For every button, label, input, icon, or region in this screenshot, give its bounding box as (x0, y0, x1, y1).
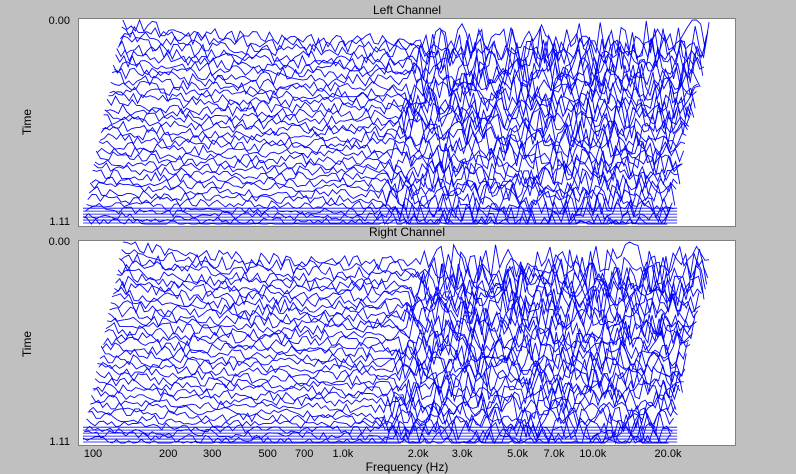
spectrum-slice-line (94, 157, 681, 186)
spectrum-slice-line (120, 252, 708, 293)
spectrum-slice-line (115, 54, 702, 93)
x-tick-label: 7.0k (543, 448, 565, 460)
x-tick-label: 10.0k (579, 448, 607, 460)
spectrum-slice-line (114, 61, 701, 98)
left-y-tick-bottom: 1.11 (49, 216, 70, 228)
right-channel-title: Right Channel (368, 225, 446, 239)
spectrum-slice-line (88, 406, 674, 433)
spectrum-slice-line (100, 345, 687, 379)
spectrum-slice-line (107, 317, 693, 352)
spectrum-slice-line (90, 399, 676, 429)
left-y-tick-top: 0.00 (48, 15, 70, 27)
x-axis-label: Frequency (Hz) (365, 460, 449, 474)
spectrum-slice-line (104, 329, 691, 363)
spectrum-slice-line (100, 126, 687, 158)
spectrum-slice-line (88, 186, 674, 214)
spectrum-slice-line (92, 388, 678, 416)
spectrum-slice-line (122, 241, 710, 281)
x-tick-label: 100 (83, 448, 103, 460)
spectrum-slice-line (109, 306, 696, 342)
spectrum-slice-line (95, 150, 682, 181)
left-channel-plot (78, 18, 736, 227)
x-tick-label: 2.0k (407, 448, 429, 460)
spectrum-slice-line (108, 312, 695, 348)
spectrum-slice-line (116, 269, 704, 308)
spectrum-slice-line (89, 180, 676, 208)
spectrum-slice-line (122, 19, 710, 60)
left-channel-waterfall (82, 19, 710, 226)
spectrum-slice-line (85, 424, 671, 445)
right-y-axis-label: Time (20, 330, 35, 358)
spectrum-slice-line (103, 114, 690, 147)
x-tick-label: 20.0k (654, 448, 682, 460)
spectrum-slice-line (111, 293, 698, 331)
spectrum-slice-line (108, 91, 695, 125)
spectrum-slice-line (99, 353, 686, 385)
spectrum-slice-line (110, 300, 697, 336)
spectrum-slice-line (105, 322, 692, 359)
x-tick-label: 500 (258, 448, 277, 460)
x-tick-label: 1.0k (332, 448, 354, 460)
right-channel-waterfall (82, 241, 710, 445)
x-tick-label: 3.0k (451, 448, 473, 460)
left-y-axis-label: Time (20, 108, 35, 136)
spectrum-slice-line (110, 79, 697, 114)
x-tick-label: 300 (203, 448, 222, 460)
spectrum-slice-line (111, 71, 698, 109)
spectrum-slice-line (120, 31, 708, 70)
spectrum-slice-line (99, 133, 686, 163)
spectrum-slice-line (82, 216, 668, 225)
spectrum-slice-line (112, 286, 700, 326)
left-channel-title: Left Channel (372, 3, 442, 17)
right-y-tick-top: 0.00 (48, 236, 70, 248)
spectrum-slice-line (121, 248, 709, 288)
right-channel-plot (78, 240, 736, 446)
spectrum-slice-line (95, 370, 682, 401)
x-tick-label: 700 (294, 448, 314, 460)
spectrum-slice-line (101, 340, 688, 375)
spectrum-slice-line (115, 275, 702, 315)
spectrum-slice-line (106, 95, 694, 131)
spectrum-slice-line (92, 168, 678, 197)
spectrum-slice-line (97, 363, 683, 395)
spectrum-slice-line (117, 40, 705, 82)
spectrum-slice-line (103, 337, 689, 368)
spectrum-slice-line (121, 25, 709, 65)
spectrum-slice-line (102, 120, 688, 153)
spectrum-slice-line (87, 411, 673, 439)
right-y-tick-bottom: 1.11 (49, 436, 70, 448)
spectrum-slice-line (104, 109, 691, 143)
x-tick-label: 5.0k (507, 448, 528, 460)
x-tick-label: 200 (159, 448, 178, 460)
spectrum-slice-line (87, 192, 673, 219)
spectrum-slice-line (91, 174, 677, 202)
spectrum-slice-line (112, 64, 700, 103)
spectrum-slice-line (91, 394, 677, 422)
spectrum-slice-line (97, 144, 683, 175)
spectrum-slice-line (114, 280, 701, 318)
spectrum-slice-line (94, 377, 681, 407)
spectrum-slice-line (84, 429, 669, 444)
spectrum-slice-line (93, 162, 679, 192)
